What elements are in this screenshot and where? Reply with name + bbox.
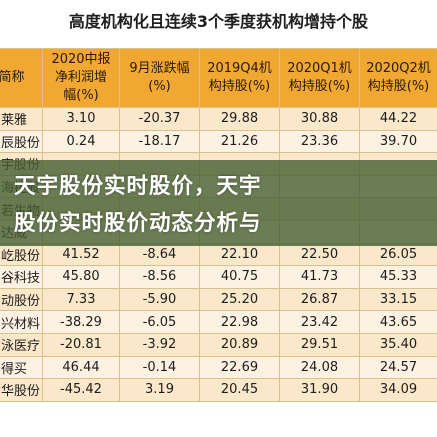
cell-sept-change: -3.92	[119, 332, 200, 357]
cell-sept-change: -8.56	[119, 265, 200, 289]
table-row: 谷科技 45.80 -8.56 40.75 41.73 45.33	[0, 265, 437, 289]
cell-2020q1: 41.73	[279, 265, 360, 289]
cell-name: 屹股份	[0, 242, 43, 267]
cell-2020q2: 45.33	[359, 265, 437, 289]
cell-2019q4: 20.89	[199, 332, 280, 357]
cell-profit-growth: -38.29	[42, 310, 120, 334]
table-row: 辰股份 0.24 -18.17 21.26 23.36 39.70	[0, 129, 437, 154]
banner-line-1: 天宇股份实时股价，天宇	[14, 174, 262, 199]
cell-2020q2: 24.57	[359, 355, 437, 380]
cell-2019q4: 25.20	[199, 287, 280, 312]
cell-2020q2: 34.09	[359, 378, 437, 402]
cell-profit-growth: -45.42	[42, 378, 120, 402]
cell-2020q2: 39.70	[359, 129, 437, 154]
cell-2020q2: 44.22	[359, 107, 437, 131]
table-row: 屹股份 41.52 -8.64 22.10 22.50 26.05	[0, 242, 437, 267]
cell-profit-growth: 7.33	[42, 287, 120, 312]
cell-name: 兴材料	[0, 310, 43, 334]
cell-2019q4: 22.69	[199, 355, 280, 380]
cell-2020q2: 35.40	[359, 332, 437, 357]
cell-name: 辰股份	[0, 129, 43, 154]
cell-sept-change: -8.64	[119, 242, 200, 267]
cell-2020q1: 31.90	[279, 378, 360, 402]
cell-2020q1: 29.51	[279, 332, 360, 357]
cell-2019q4: 40.75	[199, 265, 280, 289]
cell-profit-growth: 46.44	[42, 355, 120, 380]
cell-2020q1: 26.87	[279, 287, 360, 312]
cell-2019q4: 22.98	[199, 310, 280, 334]
cell-name: 得买	[0, 355, 43, 380]
header-profit-growth: 2020中报 净利润增 幅(%)	[42, 48, 120, 108]
cell-name: 动股份	[0, 287, 43, 312]
overlay-banner: 天宇股份实时股价，天宇 股份实时股价动态分析与	[0, 160, 437, 246]
cell-profit-growth: -20.81	[42, 332, 120, 357]
cell-2019q4: 29.88	[199, 107, 280, 131]
cell-profit-growth: 41.52	[42, 242, 120, 267]
table-row: 兴材料 -38.29 -6.05 22.98 23.42 43.65	[0, 310, 437, 334]
cell-name: 莱雅	[0, 107, 43, 131]
header-sept-change: 9月涨跌幅 (%)	[119, 48, 200, 108]
header-2019q4-holding: 2019Q4机 构持股(%)	[199, 48, 280, 108]
cell-2019q4: 21.26	[199, 129, 280, 154]
cell-2019q4: 20.45	[199, 378, 280, 402]
cell-sept-change: -18.17	[119, 129, 200, 154]
cell-2020q2: 43.65	[359, 310, 437, 334]
cell-2020q2: 33.15	[359, 287, 437, 312]
cell-name: 华股份	[0, 378, 43, 402]
table-row: 泳医疗 -20.81 -3.92 20.89 29.51 35.40	[0, 332, 437, 357]
cell-profit-growth: 3.10	[42, 107, 120, 131]
banner-line-2: 股份实时股价动态分析与	[14, 211, 262, 236]
cell-2020q1: 30.88	[279, 107, 360, 131]
cell-2020q1: 23.36	[279, 129, 360, 154]
cell-2020q1: 23.42	[279, 310, 360, 334]
cell-profit-growth: 0.24	[42, 129, 120, 154]
cell-profit-growth: 45.80	[42, 265, 120, 289]
table-row: 得买 46.44 -0.14 22.69 24.08 24.57	[0, 355, 437, 380]
cell-2020q1: 22.50	[279, 242, 360, 267]
table-row: 华股份 -45.42 3.19 20.45 31.90 34.09	[0, 378, 437, 402]
cell-name: 泳医疗	[0, 332, 43, 357]
cell-sept-change: -20.37	[119, 107, 200, 131]
header-2020q1-holding: 2020Q1机 构持股(%)	[279, 48, 360, 108]
cell-2019q4: 22.10	[199, 242, 280, 267]
header-2020q2-holding: 2020Q2机 构持股(%)	[359, 48, 437, 108]
cell-2020q1: 24.08	[279, 355, 360, 380]
cell-sept-change: -0.14	[119, 355, 200, 380]
cell-2020q2: 26.05	[359, 242, 437, 267]
table-row: 动股份 7.33 -5.90 25.20 26.87 33.15	[0, 287, 437, 312]
table-header-row: 简称 2020中报 净利润增 幅(%) 9月涨跌幅 (%) 2019Q4机 构持股(%)…	[0, 48, 437, 108]
table-row: 莱雅 3.10 -20.37 29.88 30.88 44.22	[0, 107, 437, 131]
chart-title: 高度机构化且连续3个季度获机构增持个股	[68, 12, 369, 31]
header-name: 简称	[0, 48, 43, 108]
cell-name: 谷科技	[0, 265, 43, 289]
cell-sept-change: -6.05	[119, 310, 200, 334]
cell-sept-change: -5.90	[119, 287, 200, 312]
cell-sept-change: 3.19	[119, 378, 200, 402]
